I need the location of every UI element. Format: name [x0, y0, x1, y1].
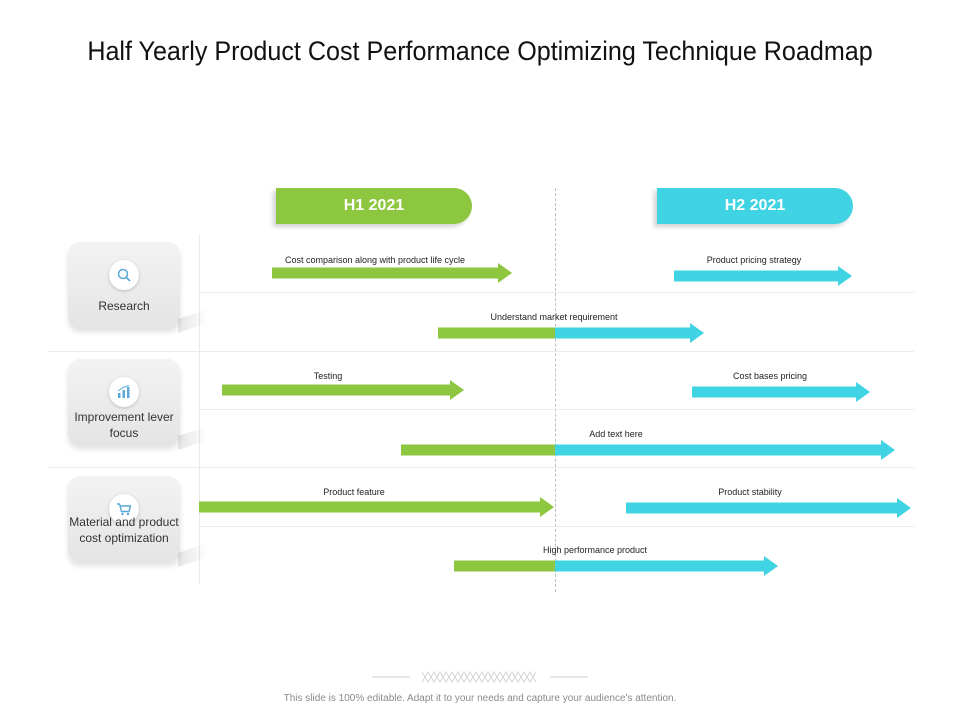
task-arrow [401, 440, 895, 460]
category-label: Improvement lever focus [74, 410, 174, 440]
task-arrow [674, 266, 852, 286]
task-arrow [692, 382, 870, 402]
task-bar [692, 382, 870, 402]
task-arrow-h2-segment [626, 502, 897, 514]
task-arrow-h2-segment [555, 327, 690, 339]
task-arrow-head [450, 380, 464, 400]
task-arrow-h2-segment [692, 386, 856, 398]
task-arrow-head [540, 497, 554, 517]
magnifier-icon [109, 260, 139, 290]
task-label: High performance product [542, 545, 648, 555]
category-card-material: Material and product cost optimization [68, 476, 180, 562]
group-separator [48, 467, 914, 468]
task-bar [626, 498, 911, 518]
footer-ornament [372, 671, 588, 683]
task-label: Testing [313, 371, 343, 381]
task-arrow-head [690, 323, 704, 343]
group-separator [48, 351, 914, 352]
card-shadow [178, 543, 208, 567]
task-label: Product stability [718, 487, 782, 497]
growth-chart-icon [109, 377, 139, 407]
task-bar [401, 440, 895, 460]
task-bar [454, 556, 778, 576]
shopping-cart-icon [109, 494, 139, 524]
category-label: Material and product cost optimization [69, 515, 179, 545]
header-h1-2021: H1 2021 [276, 188, 472, 224]
task-arrow [454, 556, 778, 576]
task-label: Cost comparison along with product life … [284, 255, 466, 265]
category-card-research: Research [68, 242, 180, 328]
card-shadow [178, 309, 208, 333]
task-arrow-h2-segment [555, 560, 764, 572]
task-arrow-h2-segment [555, 444, 881, 456]
task-bar [438, 323, 704, 343]
task-bar [199, 497, 554, 517]
task-arrow-h1-segment [454, 560, 555, 572]
task-arrow-h1-segment [401, 444, 555, 456]
task-arrow-head [838, 266, 852, 286]
footer-note: This slide is 100% editable. Adapt it to… [283, 693, 677, 704]
row-separator [199, 409, 914, 410]
task-arrow [438, 323, 704, 343]
half-year-divider [555, 188, 556, 592]
task-arrow-h1-segment [272, 267, 498, 279]
task-label: Product pricing strategy [706, 255, 802, 265]
task-arrow [199, 497, 554, 517]
task-label: Understand market requirement [490, 312, 618, 322]
category-label: Research [98, 299, 150, 313]
task-bar [272, 263, 512, 283]
task-arrow-h1-segment [222, 384, 450, 396]
row-separator [199, 292, 914, 293]
task-arrow [272, 263, 512, 283]
task-arrow-head [897, 498, 911, 518]
task-label: Add text here [589, 429, 643, 439]
task-arrow-head [498, 263, 512, 283]
task-label: Cost bases pricing [732, 371, 808, 381]
task-bar [674, 266, 852, 286]
page-title: Half Yearly Product Cost Performance Opt… [87, 36, 873, 66]
task-arrow-h2-segment [674, 270, 838, 282]
task-arrow-h1-segment [438, 327, 555, 339]
task-arrow [222, 380, 464, 400]
task-arrow-h1-segment [199, 501, 540, 513]
task-arrow-head [764, 556, 778, 576]
header-h2-2021: H2 2021 [657, 188, 853, 224]
card-shadow [178, 426, 208, 450]
row-separator [199, 526, 914, 527]
task-arrow-head [856, 382, 870, 402]
category-card-improvement: Improvement lever focus [68, 359, 180, 445]
task-bar [222, 380, 464, 400]
task-arrow-head [881, 440, 895, 460]
task-arrow [626, 498, 911, 518]
task-label: Product feature [323, 487, 385, 497]
